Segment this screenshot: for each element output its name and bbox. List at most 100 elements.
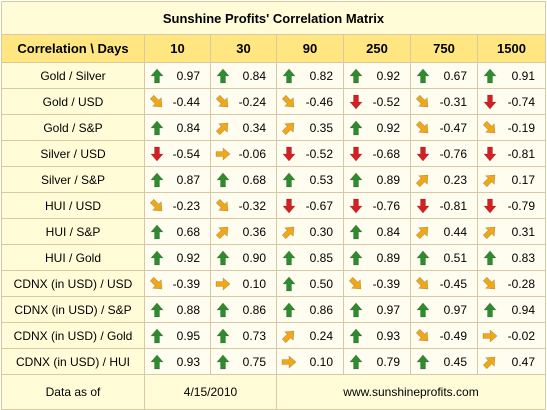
correlation-value: -0.76 xyxy=(439,146,467,161)
correlation-value: 0.10 xyxy=(309,354,333,369)
correlation-value: 0.53 xyxy=(309,172,333,187)
row-label: Gold / S&P xyxy=(1,114,145,141)
correlation-value: 0.92 xyxy=(176,250,200,265)
correlation-cell: 0.87 xyxy=(144,166,211,193)
correlation-value: 0.86 xyxy=(309,302,333,317)
arrow-down-icon xyxy=(348,146,364,162)
correlation-cell: 0.84 xyxy=(144,114,211,141)
correlation-value: 0.97 xyxy=(176,68,200,83)
arrow-up-icon xyxy=(482,68,498,84)
correlation-value: -0.79 xyxy=(507,198,535,213)
row-label: CDNX (in USD) / Gold xyxy=(1,322,145,349)
correlation-cell: 0.30 xyxy=(276,218,344,245)
correlation-cell: -0.81 xyxy=(410,192,478,219)
correlation-cell: 0.23 xyxy=(410,166,478,193)
arrow-down-icon xyxy=(415,146,431,162)
correlation-cell: 0.75 xyxy=(210,348,277,375)
footer-label: Data as of xyxy=(1,374,145,410)
arrow-down-right-icon xyxy=(281,94,297,110)
arrow-up-icon xyxy=(348,224,364,240)
correlation-value: 0.93 xyxy=(376,328,400,343)
correlation-cell: 0.88 xyxy=(144,296,211,323)
arrow-up-icon xyxy=(149,250,165,266)
correlation-value: 0.68 xyxy=(242,172,266,187)
correlation-value: 0.91 xyxy=(511,68,535,83)
arrow-up-icon xyxy=(215,250,231,266)
correlation-cell: -0.52 xyxy=(276,140,344,167)
row-label: CDNX (in USD) / S&P xyxy=(1,296,145,323)
correlation-cell: 0.86 xyxy=(210,296,277,323)
correlation-value: -0.39 xyxy=(172,276,200,291)
correlation-cell: 0.53 xyxy=(276,166,344,193)
arrow-up-icon xyxy=(215,302,231,318)
arrow-up-right-icon xyxy=(281,224,297,240)
table-row: Silver / USD -0.54 -0.06 -0.52 -0.68 -0.76 -0.… xyxy=(1,140,546,167)
correlation-value: -0.49 xyxy=(439,328,467,343)
correlation-value: 0.94 xyxy=(511,302,535,317)
correlation-cell: 0.82 xyxy=(276,62,344,89)
arrow-down-right-icon xyxy=(348,276,364,292)
correlation-cell: -0.76 xyxy=(410,140,478,167)
correlation-cell: -0.45 xyxy=(410,270,478,297)
column-header: 250 xyxy=(343,34,411,63)
correlation-cell: 0.45 xyxy=(410,348,478,375)
correlation-cell: 0.90 xyxy=(210,244,277,271)
arrow-up-icon xyxy=(149,354,165,370)
arrow-up-icon xyxy=(149,120,165,136)
correlation-cell: 0.89 xyxy=(343,166,411,193)
footer-site: www.sunshineprofits.com xyxy=(276,374,546,410)
correlation-value: -0.32 xyxy=(238,198,266,213)
arrow-up-icon xyxy=(348,354,364,370)
correlation-value: 0.95 xyxy=(176,328,200,343)
arrow-up-icon xyxy=(415,68,431,84)
correlation-value: 0.84 xyxy=(242,68,266,83)
arrow-down-right-icon xyxy=(149,94,165,110)
correlation-value: 0.97 xyxy=(376,302,400,317)
correlation-cell: 0.86 xyxy=(276,296,344,323)
correlation-cell: 0.34 xyxy=(210,114,277,141)
arrow-down-icon xyxy=(482,146,498,162)
arrow-up-icon xyxy=(149,302,165,318)
correlation-value: 0.31 xyxy=(511,224,535,239)
correlation-cell: 0.73 xyxy=(210,322,277,349)
correlation-value: 0.50 xyxy=(309,276,333,291)
arrow-down-right-icon xyxy=(215,94,231,110)
arrow-up-right-icon xyxy=(281,328,297,344)
correlation-value: 0.83 xyxy=(511,250,535,265)
arrow-up-icon xyxy=(348,250,364,266)
arrow-down-right-icon xyxy=(215,198,231,214)
correlation-cell: 0.35 xyxy=(276,114,344,141)
header-row: Correlation \ Days 10 30 90 250 750 1500 xyxy=(1,34,546,63)
correlation-value: -0.23 xyxy=(172,198,200,213)
correlation-value: -0.46 xyxy=(305,94,333,109)
correlation-value: -0.24 xyxy=(238,94,266,109)
correlation-cell: 0.47 xyxy=(477,348,546,375)
column-header: 1500 xyxy=(477,34,546,63)
correlation-cell: -0.54 xyxy=(144,140,211,167)
correlation-cell: -0.76 xyxy=(343,192,411,219)
arrow-up-icon xyxy=(149,68,165,84)
correlation-value: -0.74 xyxy=(507,94,535,109)
correlation-value: 0.85 xyxy=(309,250,333,265)
table-row: CDNX (in USD) / USD -0.39 0.10 0.50 -0.39 -0.… xyxy=(1,270,546,297)
correlation-cell: 0.50 xyxy=(276,270,344,297)
correlation-value: -0.81 xyxy=(507,146,535,161)
correlation-value: -0.68 xyxy=(372,146,400,161)
arrow-up-icon xyxy=(482,250,498,266)
arrow-down-right-icon xyxy=(482,276,498,292)
arrow-up-icon xyxy=(281,250,297,266)
correlation-value: 0.87 xyxy=(176,172,200,187)
arrow-up-right-icon xyxy=(281,120,297,136)
correlation-cell: 0.10 xyxy=(276,348,344,375)
arrow-up-icon xyxy=(281,276,297,292)
arrow-up-icon xyxy=(482,302,498,318)
row-label: HUI / S&P xyxy=(1,218,145,245)
table-row: Gold / USD -0.44 -0.24 -0.46 -0.52 -0.31 -0.74 xyxy=(1,88,546,115)
arrow-up-right-icon xyxy=(215,224,231,240)
correlation-cell: -0.49 xyxy=(410,322,478,349)
correlation-value: -0.19 xyxy=(507,120,535,135)
arrow-up-icon xyxy=(348,68,364,84)
correlation-cell: 0.31 xyxy=(477,218,546,245)
correlation-value: 0.75 xyxy=(242,354,266,369)
table-row: CDNX (in USD) / HUI 0.93 0.75 0.10 0.79 0.45 0… xyxy=(1,348,546,375)
